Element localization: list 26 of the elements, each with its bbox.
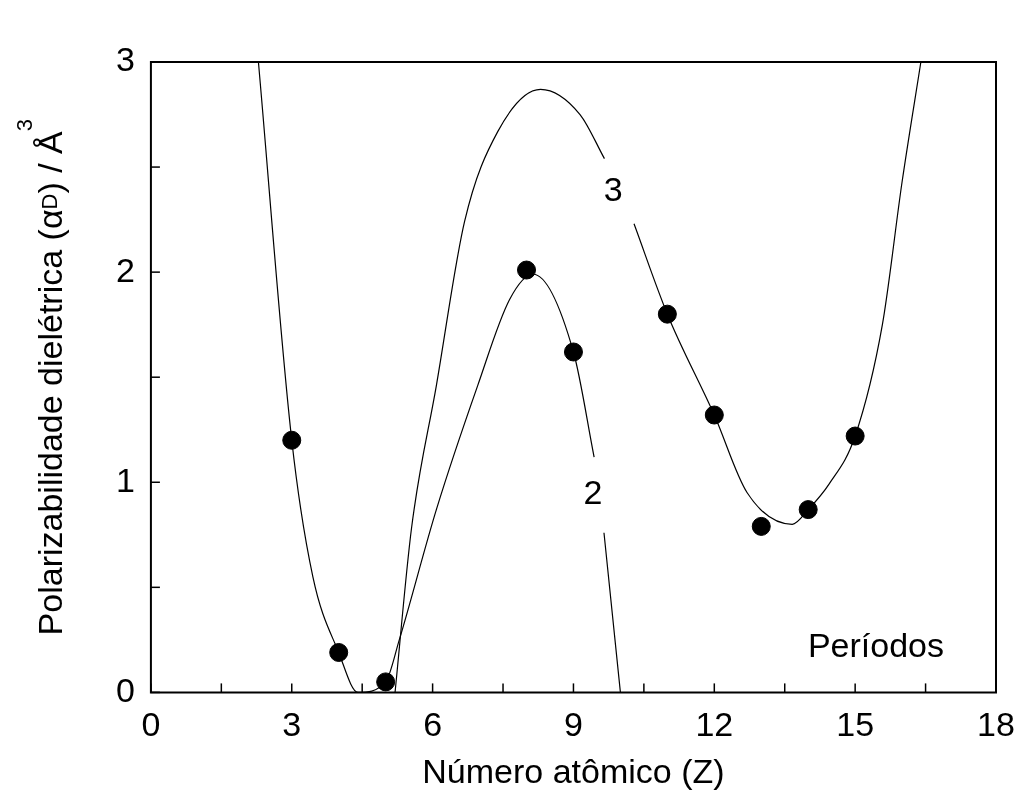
point (845, 426, 865, 446)
point (751, 516, 771, 536)
point (798, 500, 818, 520)
x-tick-label: 12 (695, 705, 734, 744)
y-tick-label: 1 (115, 460, 135, 499)
y-axis-title: Polarizabilidade dielétrica (αD) / Å3 (12, 118, 69, 636)
point (282, 430, 302, 450)
y-tick-label: 2 (115, 250, 135, 289)
x-tick-label: 0 (141, 705, 161, 744)
annotation: Períodos (807, 625, 944, 664)
y-tick-label: 3 (115, 40, 135, 79)
y-tick-label: 0 (115, 670, 135, 709)
point (376, 672, 396, 692)
x-tick-label: 9 (563, 705, 583, 744)
x-axis-title: Número atômico (Z) (422, 751, 725, 790)
point (329, 642, 349, 662)
x-tick-label: 15 (836, 705, 875, 744)
point (517, 260, 537, 280)
x-tick-label: 3 (282, 705, 302, 744)
x-tick-label: 6 (423, 705, 443, 744)
point (704, 405, 724, 425)
point (657, 304, 677, 324)
point (563, 342, 583, 362)
series-label: 2 (583, 473, 603, 512)
x-tick-label: 18 (977, 705, 1015, 744)
series-label: 3 (603, 169, 623, 208)
